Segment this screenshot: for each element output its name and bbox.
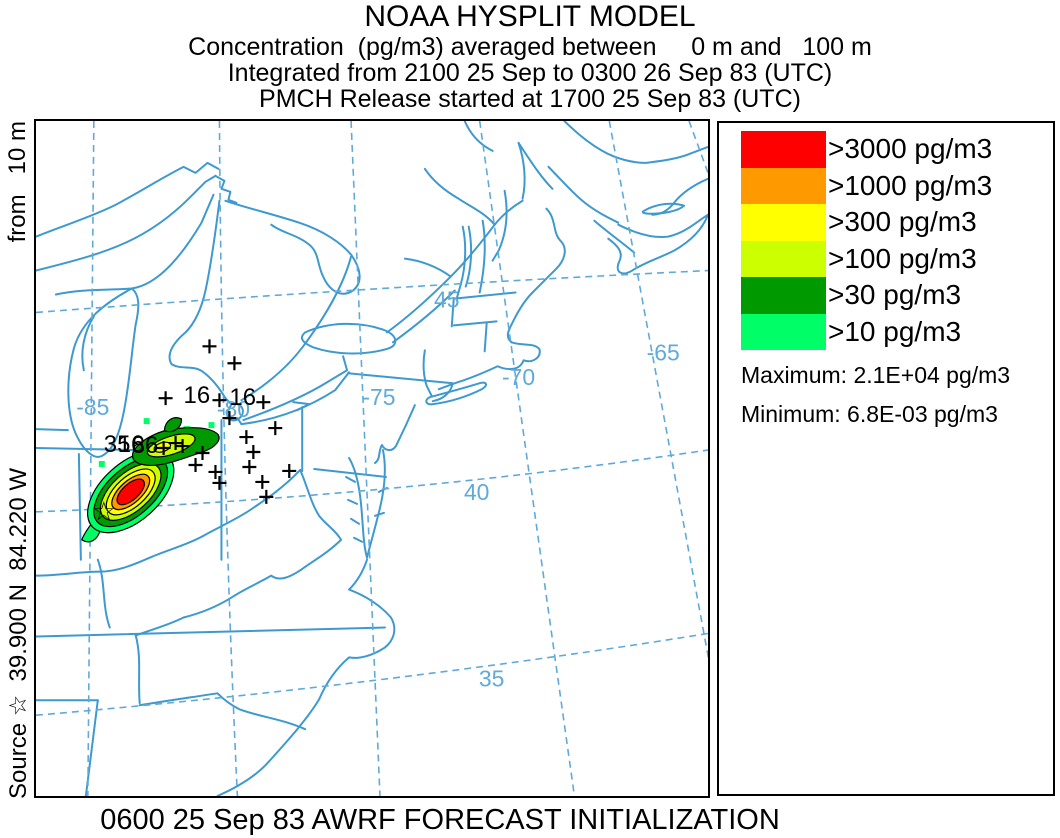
legend-row: >30 pg/m3 [719, 277, 1053, 314]
legend-row: >1000 pg/m3 [719, 167, 1053, 204]
legend-swatch [741, 313, 826, 350]
legend-maximum: Maximum: 2.1E+04 pg/m3 [741, 362, 1011, 388]
station-label: 35 [104, 431, 131, 458]
plus-marker [256, 395, 271, 410]
plus-marker [158, 391, 173, 406]
legend-row: >10 pg/m3 [719, 313, 1053, 350]
plus-marker [282, 463, 297, 478]
source-axis-label: Source ☆ 39.900 N 84.220 W from 10 m [3, 121, 33, 799]
plus-marker [242, 459, 257, 474]
legend-label: >300 pg/m3 [828, 206, 977, 238]
legend-panel: >3000 pg/m3 >1000 pg/m3 >300 pg/m3 >100 pg/… [717, 121, 1055, 796]
plot-subtitle-release: PMCH Release started at 1700 25 Sep 83 (… [259, 85, 801, 113]
map-panel: -85 -80 -75 -70 -65 45 40 35 [34, 119, 710, 798]
station-label: 86 [132, 432, 159, 459]
plus-marker [175, 439, 190, 454]
grid-label: -70 [502, 364, 535, 390]
release-height-label: from 10 m [4, 121, 31, 243]
grid-label: -85 [76, 394, 109, 420]
legend-swatch [741, 167, 826, 204]
legend-label: >3000 pg/m3 [828, 133, 993, 165]
plus-marker [222, 411, 237, 426]
grid-label: 40 [464, 479, 490, 505]
plume-core [87, 450, 175, 534]
station-label: 16 [229, 384, 256, 411]
station-label: 16 [118, 431, 145, 458]
plus-marker [268, 421, 283, 436]
plot-subtitle-integration: Integrated from 2100 25 Sep to 0300 26 S… [227, 59, 833, 87]
plot-subtitle-concentration: Concentration (pg/m3) averaged between 0… [188, 33, 872, 61]
grid-label: 45 [434, 286, 460, 312]
title-block: NOAA HYSPLIT MODEL Concentration (pg/m3)… [0, 0, 1060, 112]
legend-label: >10 pg/m3 [828, 315, 962, 347]
plus-marker [259, 489, 274, 504]
grid-label: -75 [362, 384, 395, 410]
plus-marker [168, 436, 183, 451]
legend-rows: >3000 pg/m3 >1000 pg/m3 >300 pg/m3 >100 pg/… [719, 123, 1053, 350]
legend-label: >30 pg/m3 [828, 279, 962, 311]
plus-marker [227, 356, 242, 371]
concentration-plume [81, 417, 220, 543]
legend-label: >1000 pg/m3 [828, 169, 993, 201]
coastline-and-borders [36, 121, 708, 796]
plus-marker [246, 445, 261, 459]
plus-marker [212, 393, 227, 408]
plus-marker [212, 475, 227, 490]
legend-minimum: Minimum: 6.8E-03 pg/m3 [741, 401, 998, 427]
legend-swatch [741, 277, 826, 314]
plus-marker [208, 464, 223, 479]
plus-marker [156, 441, 171, 456]
source-star-icon: ☆ [92, 498, 115, 526]
plus-marker [239, 430, 254, 445]
footer-caption: 0600 25 Sep 83 AWRF FORECAST INITIALIZAT… [100, 804, 780, 836]
legend-row: >3000 pg/m3 [719, 131, 1053, 168]
legend-swatch [741, 204, 826, 241]
plus-marker [195, 446, 210, 460]
grid-label: -65 [647, 339, 680, 365]
station-label: 16 [184, 382, 211, 409]
plus-marker [255, 474, 270, 489]
plus-marker [202, 339, 217, 354]
legend-swatch [741, 131, 826, 168]
source-location-label: Source ☆ 39.900 N 84.220 W [4, 467, 32, 799]
legend-swatch [741, 240, 826, 277]
plot-title: NOAA HYSPLIT MODEL [364, 0, 696, 33]
plus-marker [188, 458, 203, 472]
grid-label: 35 [479, 665, 505, 691]
legend-row: >300 pg/m3 [719, 204, 1053, 241]
sampler-markers [156, 339, 297, 504]
legend-label: >100 pg/m3 [828, 242, 977, 274]
legend-row: >100 pg/m3 [719, 240, 1053, 277]
source-star-marker: ☆ [92, 498, 115, 526]
